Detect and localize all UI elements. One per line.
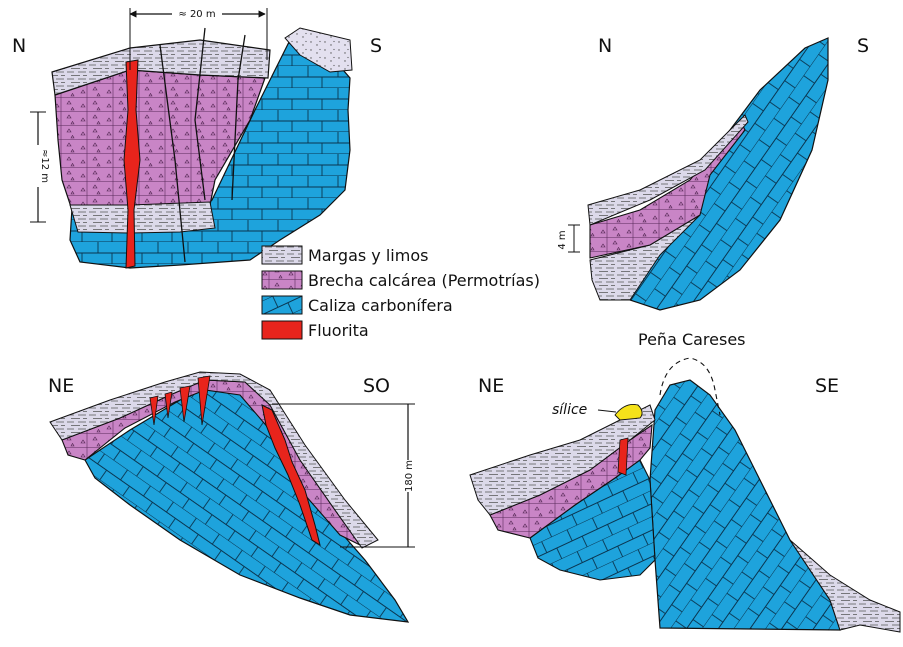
legend-label: Margas y limos (308, 246, 428, 265)
legend-label: Brecha calcárea (Permotrías) (308, 271, 540, 290)
silice-label: sílice (552, 402, 587, 418)
section-top-left: ≈ 20 m ≈12 m N S (12, 6, 382, 269)
limestone-layer (649, 379, 841, 631)
section-bottom-right: Peña Careses sílice NE SE (469, 330, 901, 633)
height-scale-label: 4 m (557, 230, 568, 249)
marl-layer (789, 539, 901, 633)
marl-layer-bottom (69, 201, 216, 234)
peak-name-label: Peña Careses (638, 330, 746, 349)
fluorite-vein (197, 375, 211, 426)
height-scale-label: ≈12 m (39, 149, 50, 183)
height-scale-label: 180 m (404, 460, 415, 492)
section-top-right: 4 m N S (557, 35, 869, 311)
fluorite-vein (261, 404, 321, 547)
section-bottom-left: 180 m NE SO (48, 371, 416, 623)
legend-label: Fluorita (308, 321, 369, 340)
marl-layer-top (51, 39, 271, 96)
fluorite-vein (617, 437, 629, 476)
fluorite-vein (149, 395, 159, 426)
orientation-northeast: NE (478, 375, 504, 397)
fluorite-vein (123, 59, 141, 269)
fluorite-vein (179, 385, 191, 423)
orientation-northeast: NE (48, 375, 74, 397)
orientation-south: S (370, 35, 382, 57)
orientation-south: S (857, 35, 869, 57)
breccia-layer (589, 119, 746, 259)
orientation-north: N (598, 35, 612, 57)
limestone-layer (629, 37, 829, 311)
legend-item-fluorite: Fluorita (261, 320, 369, 340)
legend-item-breccia: Brecha calcárea (Permotrías) (261, 270, 540, 290)
legend-item-limestone: Caliza carbonífera (261, 295, 453, 315)
silice-deposit (614, 404, 643, 421)
fluorite-vein (164, 391, 173, 419)
legend: Margas y limos Brecha calcárea (Permotrí… (261, 245, 540, 340)
orientation-southwest: SO (363, 375, 390, 397)
marl-layer-right (284, 27, 353, 73)
marl-layer (469, 404, 656, 516)
orientation-north: N (12, 35, 26, 57)
width-scale-label: ≈ 20 m (178, 9, 215, 20)
orientation-southeast: SE (815, 375, 839, 397)
legend-item-marl: Margas y limos (261, 245, 428, 265)
legend-label: Caliza carbonífera (308, 296, 453, 315)
marl-layer-upper (587, 114, 749, 226)
